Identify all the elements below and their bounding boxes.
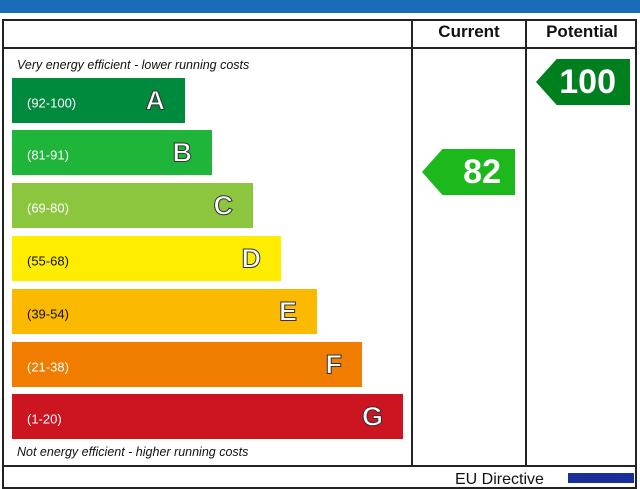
band-b: (81-91) B [12,130,212,175]
band-letter: F [325,349,342,380]
band-letter: D [241,243,261,274]
band-d: (55-68) D [12,236,281,281]
band-letter: A [145,85,165,116]
eu-directive-label: EU Directive [455,471,544,488]
current-header: Current [438,22,500,41]
top-note: Very energy efficient - lower running co… [17,58,250,72]
band-range: (1-20) [27,410,62,426]
potential-rating-arrow: 100 [536,59,630,105]
band-a: (92-100) A [12,78,185,123]
potential-rating-value: 100 [559,62,616,101]
column-divider [411,19,413,467]
band-range: (21-38) [27,358,69,374]
band-c: (69-80) C [12,183,253,228]
band-f: (21-38) F [12,342,362,387]
current-rating-arrow: 82 [422,149,515,195]
band-letter: E [278,296,297,327]
footer-divider [2,465,637,467]
band-letter: B [172,137,192,168]
band-letter: C [213,190,233,221]
band-range: (69-80) [27,199,69,215]
eu-flag-icon [568,473,634,483]
band-g: (1-20) G [12,394,403,439]
band-range: (55-68) [27,252,69,268]
band-range: (81-91) [27,146,69,162]
potential-header: Potential [546,22,618,41]
band-letter: G [361,401,383,432]
column-divider [525,19,527,467]
band-range: (92-100) [27,94,77,110]
band-range: (39-54) [27,305,69,321]
band-e: (39-54) E [12,289,317,334]
header-divider [2,47,637,49]
bottom-note: Not energy efficient - higher running co… [17,445,249,459]
current-rating-value: 82 [463,152,501,191]
title-bar [0,0,640,13]
